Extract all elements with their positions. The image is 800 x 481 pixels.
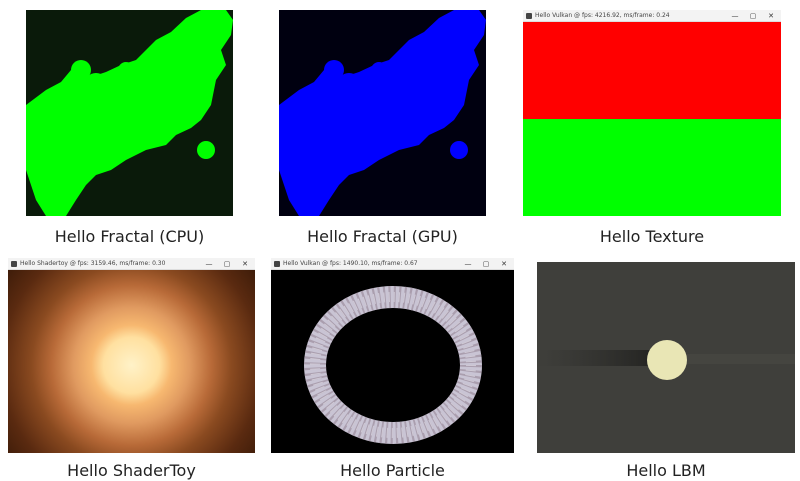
lbm-render [537,340,795,380]
caption-particle: Hello Particle [340,461,445,480]
texture-bottom-half [523,119,781,216]
caption-texture: Hello Texture [599,227,705,246]
shadertoy-window: Hello Shadertoy @ fps: 3159.46, ms/frame… [8,258,255,453]
texture-window: Hello Vulkan @ fps: 4216.92, ms/frame: 0… [523,10,781,216]
caption-shadertoy: Hello ShaderToy [67,461,196,480]
texture-titlebar[interactable]: Hello Vulkan @ fps: 4216.92, ms/frame: 0… [523,10,781,22]
minimize-icon[interactable]: — [464,260,472,268]
window-title: Hello Vulkan @ fps: 1490.10, ms/frame: 0… [283,260,418,267]
particle-render [271,270,514,453]
shadertoy-render [8,270,255,453]
lbm-image [537,262,795,453]
particle-titlebar[interactable]: Hello Vulkan @ fps: 1490.10, ms/frame: 0… [271,258,514,270]
fractal-gpu-shape [279,10,486,216]
close-icon[interactable]: ✕ [242,260,248,268]
window-title: Hello Shadertoy @ fps: 3159.46, ms/frame… [20,260,166,267]
fractal-gpu-image [279,10,486,216]
maximize-icon[interactable]: ▢ [223,260,231,268]
fractal-cpu-image [26,10,233,216]
caption-lbm: Hello LBM [626,461,706,480]
close-icon[interactable]: ✕ [501,260,507,268]
particle-window: Hello Vulkan @ fps: 1490.10, ms/frame: 0… [271,258,514,453]
caption-fractal-gpu: Hello Fractal (GPU) [307,227,458,246]
app-icon [526,13,532,19]
minimize-icon[interactable]: — [205,260,213,268]
window-title: Hello Vulkan @ fps: 4216.92, ms/frame: 0… [535,12,670,19]
close-icon[interactable]: ✕ [768,12,774,20]
app-icon [274,261,280,267]
minimize-icon[interactable]: — [731,12,739,20]
maximize-icon[interactable]: ▢ [749,12,757,20]
app-icon [11,261,17,267]
particle-ring [304,286,482,444]
caption-fractal-cpu: Hello Fractal (CPU) [54,227,205,246]
fractal-cpu-shape [26,10,233,216]
maximize-icon[interactable]: ▢ [482,260,490,268]
shadertoy-titlebar[interactable]: Hello Shadertoy @ fps: 3159.46, ms/frame… [8,258,255,270]
texture-top-half [523,22,781,119]
